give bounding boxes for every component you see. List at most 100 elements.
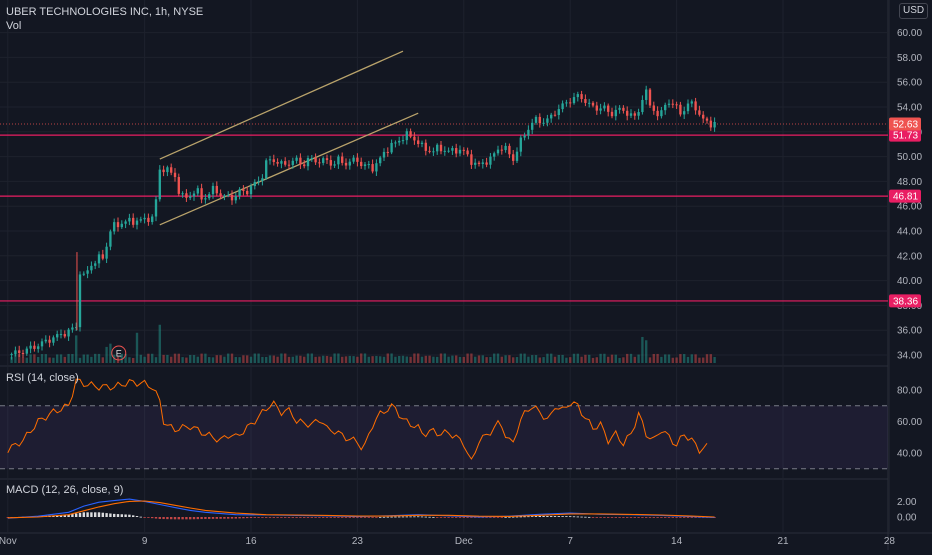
macd-histogram-bar — [284, 517, 287, 518]
macd-histogram-bar — [303, 517, 306, 518]
candle-body — [382, 151, 386, 158]
volume-bar — [572, 353, 576, 363]
currency-button[interactable]: USD — [899, 3, 929, 19]
macd-histogram-bar — [268, 517, 272, 518]
candle-body — [527, 129, 530, 136]
volume-bar — [173, 353, 177, 363]
price-marker-label: 38.36 — [893, 296, 918, 307]
candle-body — [151, 216, 154, 222]
volume-bar — [154, 357, 158, 363]
volume-bar — [576, 353, 579, 363]
macd-histogram-bar — [204, 517, 207, 519]
volume-bar — [538, 357, 541, 363]
macd-histogram-bar — [424, 516, 427, 518]
candle-body — [496, 149, 500, 154]
macd-histogram-bar — [713, 517, 716, 518]
volume-bar — [287, 356, 291, 363]
volume-bar — [500, 356, 503, 363]
volume-bar — [82, 354, 85, 363]
volume-bar — [690, 354, 693, 363]
candle-body — [211, 185, 215, 195]
volume-bar — [234, 356, 237, 363]
macd-histogram-bar — [86, 512, 89, 517]
axes: Nov91623Dec714212834.0036.0038.0040.0042… — [0, 28, 922, 547]
macd-histogram-bar — [162, 517, 165, 520]
macd-histogram-bar — [234, 517, 237, 519]
trend-channel[interactable] — [159, 50, 419, 226]
candle-body — [329, 160, 332, 166]
volume-bar — [25, 357, 28, 363]
macd-histogram-bar — [671, 517, 674, 518]
candle-body — [25, 348, 28, 354]
volume-bar — [322, 355, 325, 363]
macd-histogram-bar — [109, 513, 112, 517]
macd-histogram-bar — [591, 517, 595, 518]
volume-bar — [71, 354, 74, 363]
candle-body — [78, 274, 82, 328]
candle-body — [44, 339, 47, 342]
volume-bar — [519, 353, 522, 363]
candle-body — [390, 142, 393, 153]
macd-histogram-bar — [200, 517, 203, 520]
candle-body — [443, 150, 446, 152]
volume-bar — [474, 356, 477, 363]
candle-body — [580, 94, 583, 100]
macd-histogram-bar — [185, 517, 188, 520]
volume-bar — [242, 355, 245, 363]
candle-body — [287, 164, 291, 166]
candle-body — [626, 110, 629, 116]
candle-body — [436, 144, 439, 152]
volume-bar — [694, 354, 697, 363]
macd-histogram-bar — [329, 517, 332, 518]
macd-histogram-bar — [572, 516, 576, 518]
macd-histogram-bar — [363, 517, 367, 518]
candle-body — [607, 105, 610, 112]
volume-bar — [394, 356, 397, 363]
candle-body — [489, 156, 492, 165]
candle-body — [280, 161, 283, 164]
candle-body — [116, 222, 120, 228]
candle-body — [531, 122, 534, 130]
candle-body — [671, 103, 674, 105]
candle-body — [705, 118, 709, 121]
macd-histogram-bar — [211, 517, 215, 519]
candle-body — [181, 193, 184, 195]
volume-bar — [280, 353, 283, 363]
y-tick-label: 58.00 — [897, 53, 922, 64]
volume-bar — [90, 356, 93, 363]
candle-body — [641, 99, 644, 113]
candle-body — [523, 135, 526, 138]
macd-histogram-bar — [325, 517, 329, 518]
volume-bar — [109, 343, 112, 363]
candle-body — [451, 148, 454, 151]
volume-bar — [356, 356, 359, 363]
macd-histogram-bar — [249, 517, 253, 518]
candle-body — [569, 102, 572, 104]
candle-body — [386, 151, 389, 153]
volume-bar — [352, 356, 355, 363]
macd-histogram-bar — [683, 517, 686, 518]
macd-histogram-bar — [265, 517, 268, 518]
macd-histogram-bar — [71, 514, 74, 517]
volume-bar — [512, 357, 515, 363]
macd-histogram-bar — [512, 516, 515, 518]
candle-body — [683, 111, 686, 115]
candle-body — [348, 161, 351, 166]
candle-body — [363, 164, 367, 167]
macd-histogram-bar — [405, 516, 408, 518]
volume-bar — [299, 355, 302, 363]
volume-bar — [527, 356, 530, 363]
macd-histogram-bar — [177, 517, 180, 520]
volume-bar — [683, 354, 686, 363]
candle-body — [105, 246, 108, 259]
volume-bar — [569, 357, 572, 363]
candle-body — [90, 265, 93, 271]
volume-bar — [436, 356, 439, 363]
candle-body — [185, 193, 188, 198]
volume-bar — [686, 356, 690, 363]
candle-body — [572, 97, 576, 104]
macd-signal-line — [7, 500, 715, 519]
